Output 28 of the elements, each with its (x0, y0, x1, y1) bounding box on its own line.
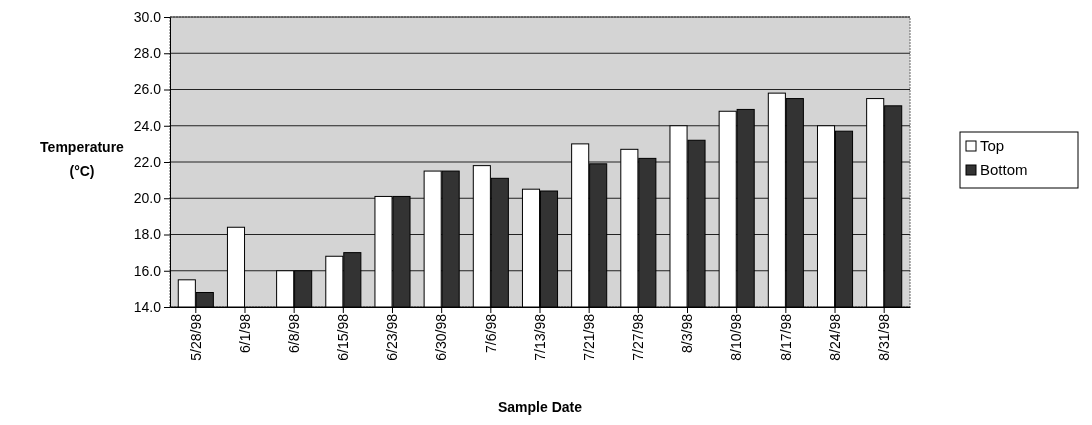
x-tick-label: 5/28/98 (187, 313, 204, 361)
y-tick-label: 24.0 (133, 117, 162, 134)
y-tick-label: 22.0 (133, 153, 162, 170)
x-tick-label: 6/15/98 (335, 313, 352, 361)
x-tick-label: 7/27/98 (630, 313, 647, 361)
x-tick-label: 7/13/98 (531, 313, 548, 361)
x-tick-label: 8/10/98 (728, 313, 745, 361)
x-tick-label: 8/24/98 (826, 313, 843, 361)
x-tick-label: 8/31/98 (875, 313, 892, 361)
x-tick-label: 6/8/98 (285, 313, 302, 353)
x-tick-label: 6/30/98 (433, 313, 450, 361)
x-tick-label: 8/3/98 (679, 313, 696, 353)
y-tick-label: 16.0 (133, 262, 162, 279)
y-tick-label: 14.0 (133, 298, 162, 315)
y-tick-label: 30.0 (133, 8, 162, 25)
legend-label: Top (980, 137, 1005, 154)
x-tick-label: 7/21/98 (580, 313, 597, 361)
y-tick-label: 26.0 (133, 81, 162, 98)
x-axis-title: Sample Date (497, 399, 583, 415)
y-tick-label: 18.0 (133, 226, 162, 243)
legend-label: Bottom (980, 161, 1028, 178)
y-tick-label: 28.0 (133, 45, 162, 62)
y-tick-label: 20.0 (133, 190, 162, 207)
x-tick-label: 6/23/98 (384, 313, 401, 361)
x-tick-label: 8/17/98 (777, 313, 794, 361)
y-axis-title: Temperature (°C) (40, 139, 125, 179)
x-tick-label: 7/6/98 (482, 313, 499, 353)
x-tick-label: 6/1/98 (236, 313, 253, 353)
